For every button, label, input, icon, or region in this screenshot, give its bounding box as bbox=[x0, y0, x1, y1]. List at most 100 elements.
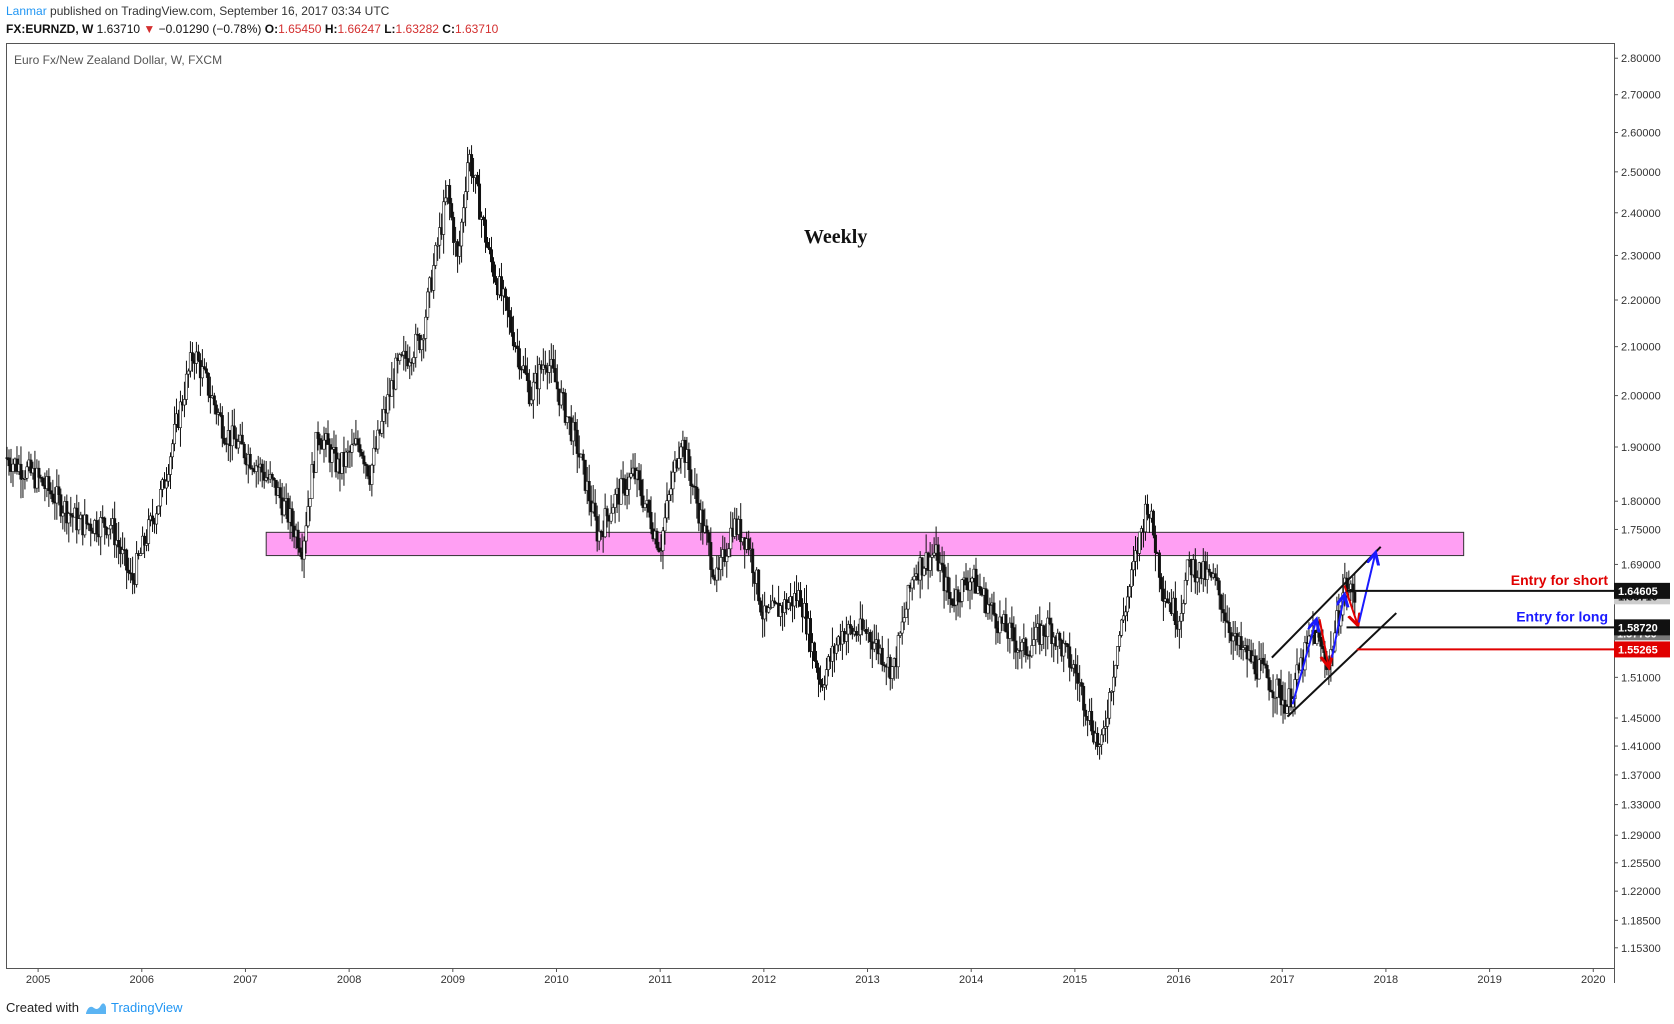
candle-body bbox=[139, 553, 143, 556]
y-tick-label: 1.25500 bbox=[1621, 858, 1661, 870]
resistance-zone[interactable] bbox=[265, 531, 1465, 557]
candle-body bbox=[85, 514, 89, 525]
candle-body bbox=[517, 348, 521, 370]
candle-body bbox=[787, 602, 791, 610]
candle-body bbox=[587, 481, 591, 502]
candle-body bbox=[1098, 744, 1102, 747]
candle-body bbox=[1128, 586, 1132, 598]
candle-body bbox=[308, 498, 312, 507]
candle-body bbox=[316, 431, 320, 439]
level-price-tag bbox=[1614, 619, 1670, 636]
candle-body bbox=[1213, 573, 1217, 578]
candle-body bbox=[442, 201, 446, 235]
candle-body bbox=[202, 366, 206, 370]
candle-body bbox=[1076, 672, 1080, 684]
candle-body bbox=[386, 394, 390, 414]
candle-body bbox=[159, 489, 163, 507]
candle-body bbox=[135, 553, 139, 585]
candle-body bbox=[1295, 664, 1299, 680]
candle-body bbox=[310, 464, 314, 499]
candle-body bbox=[248, 453, 252, 469]
y-tick-label: 1.80000 bbox=[1621, 496, 1661, 508]
candle-body bbox=[665, 500, 669, 519]
candle-body bbox=[613, 494, 617, 508]
candle-body bbox=[25, 466, 29, 479]
candle-body bbox=[515, 345, 519, 349]
channel-lower-line[interactable] bbox=[1286, 612, 1397, 718]
candle-body bbox=[196, 351, 200, 361]
x-tick-label: 2011 bbox=[648, 974, 672, 986]
x-tick-label: 2006 bbox=[130, 974, 154, 986]
candle-body bbox=[882, 664, 886, 667]
candle-body bbox=[1165, 598, 1169, 604]
candle-body bbox=[77, 518, 81, 531]
candle-body bbox=[1050, 623, 1054, 644]
candle-body bbox=[107, 528, 111, 536]
candle-body bbox=[272, 478, 276, 481]
candle-body bbox=[352, 443, 356, 446]
candle-body bbox=[896, 635, 900, 668]
projected-long-arrow[interactable] bbox=[1357, 553, 1376, 623]
candle-body bbox=[260, 463, 264, 473]
tradingview-brand[interactable]: TradingView bbox=[85, 1000, 183, 1015]
candlestick-series bbox=[5, 145, 1357, 760]
candle-body bbox=[356, 438, 360, 445]
candle-body bbox=[236, 441, 240, 449]
candle-body bbox=[669, 488, 673, 495]
candle-body bbox=[1112, 676, 1116, 692]
candle-body bbox=[816, 667, 820, 680]
candle-body bbox=[1058, 632, 1062, 641]
candle-body bbox=[511, 332, 515, 347]
candle-body bbox=[1159, 577, 1163, 590]
candle-body bbox=[484, 219, 488, 243]
open-label: O: bbox=[264, 22, 279, 36]
long-arrow[interactable] bbox=[1291, 619, 1317, 705]
y-tick-label: 2.40000 bbox=[1621, 208, 1661, 220]
candle-body bbox=[856, 634, 860, 637]
price-chart[interactable]: Euro Fx/New Zealand Dollar, W, FXCM Week… bbox=[0, 0, 1674, 1000]
candle-body bbox=[1267, 677, 1271, 691]
candle-body bbox=[818, 679, 822, 685]
symbol-name: FX:EURNZD, W bbox=[6, 22, 94, 36]
candle-body bbox=[769, 607, 773, 609]
candle-body bbox=[438, 227, 442, 246]
candle-body bbox=[466, 162, 470, 192]
candle-body bbox=[65, 501, 69, 524]
candle-body bbox=[322, 439, 326, 450]
candle-body bbox=[1032, 639, 1036, 646]
candle-body bbox=[89, 523, 93, 532]
channel-upper-line[interactable] bbox=[1271, 546, 1382, 659]
candle-body bbox=[220, 415, 224, 439]
publication-header: Lanmar published on TradingView.com, Sep… bbox=[6, 4, 389, 18]
candle-body bbox=[531, 381, 535, 401]
candle-body bbox=[547, 365, 551, 373]
short-arrow[interactable] bbox=[1318, 619, 1329, 667]
candle-body bbox=[629, 473, 633, 478]
candle-body bbox=[663, 517, 667, 532]
short-arrow[interactable] bbox=[1343, 585, 1357, 625]
author-link[interactable]: Lanmar bbox=[6, 4, 47, 18]
candle-body bbox=[872, 642, 876, 650]
candle-body bbox=[302, 540, 306, 560]
candle-body bbox=[1080, 682, 1084, 687]
candle-body bbox=[523, 365, 527, 374]
candle-body bbox=[47, 476, 51, 491]
candle-body bbox=[757, 569, 761, 602]
candle-body bbox=[1321, 646, 1325, 650]
candle-body bbox=[687, 449, 691, 471]
candle-body bbox=[1010, 622, 1014, 628]
x-tick-label: 2020 bbox=[1581, 974, 1605, 986]
candle-body bbox=[527, 380, 531, 405]
candle-body bbox=[771, 600, 775, 608]
candle-body bbox=[603, 508, 607, 538]
candle-body bbox=[1225, 620, 1229, 623]
candle-body bbox=[1090, 711, 1094, 732]
candle-body bbox=[641, 495, 645, 508]
candle-body bbox=[412, 357, 416, 364]
candle-body bbox=[830, 645, 834, 662]
long-arrow[interactable] bbox=[1331, 595, 1344, 658]
candle-body bbox=[113, 518, 117, 546]
candle-body bbox=[1143, 503, 1147, 533]
candle-body bbox=[372, 447, 376, 466]
candle-body bbox=[902, 617, 906, 623]
